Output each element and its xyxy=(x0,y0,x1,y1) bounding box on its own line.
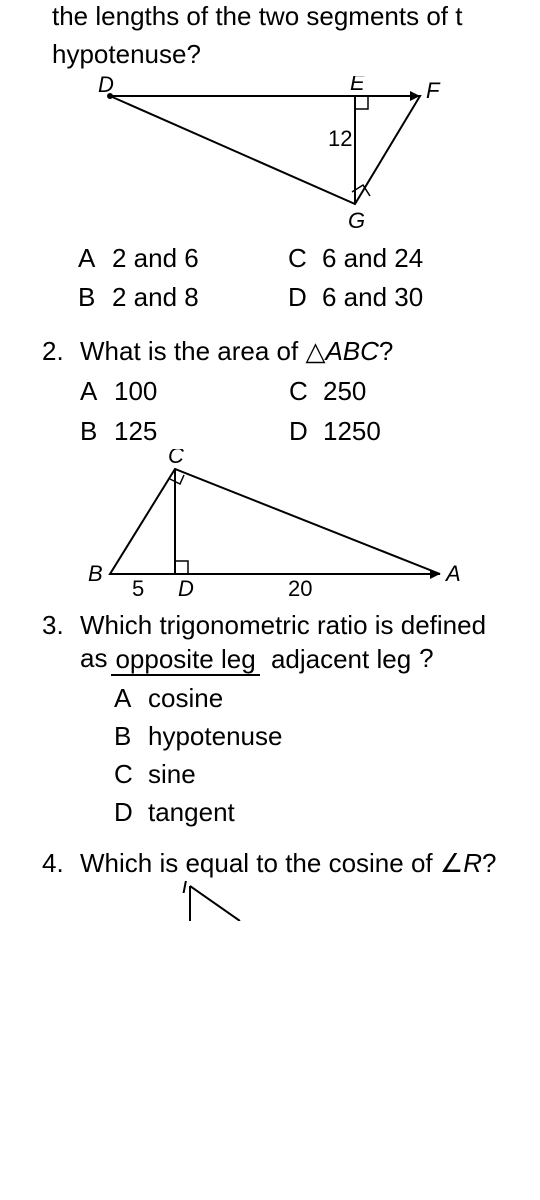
q2-number: 2. xyxy=(42,335,80,448)
label-F: F xyxy=(426,78,441,103)
q3-fraction: opposite leg adjacent leg xyxy=(111,646,415,673)
label-5: 5 xyxy=(132,576,144,599)
label-B2: B xyxy=(88,561,103,586)
q1-choices: A 2 and 6 C 6 and 24 B 2 and 8 D 6 and 3… xyxy=(42,242,498,316)
q1-choice-D[interactable]: D 6 and 30 xyxy=(288,281,498,315)
q3-line2: as opposite leg adjacent leg ? xyxy=(80,642,498,676)
q3: 3. Which trigonometric ratio is defined … xyxy=(42,609,498,830)
q4-number: 4. xyxy=(42,847,80,921)
q3-number: 3. xyxy=(42,609,80,830)
q3-choices: A cosine B hypotenuse C sine D tangent xyxy=(80,682,498,829)
q2-figure: B A C D 5 20 xyxy=(42,449,498,599)
label-12: 12 xyxy=(328,126,352,151)
q2-choice-C[interactable]: C 250 xyxy=(289,375,498,409)
q2-choice-B[interactable]: B 125 xyxy=(80,415,289,449)
q3-line1: Which trigonometric ratio is defined xyxy=(80,609,498,643)
q3-choice-D[interactable]: D tangent xyxy=(114,796,498,830)
label-D2: D xyxy=(178,576,194,599)
label-E: E xyxy=(350,76,365,95)
label-G: G xyxy=(348,208,365,233)
q4-figure: T xyxy=(80,881,498,921)
q2-choice-A[interactable]: A 100 xyxy=(80,375,289,409)
q1-partial: the lengths of the two segments of t hyp… xyxy=(42,0,498,72)
q1-line2: hypotenuse? xyxy=(42,38,498,72)
q1-line1: the lengths of the two segments of t xyxy=(42,0,498,34)
q1-figure: D E F G 12 xyxy=(42,76,498,236)
q4-text: Which is equal to the cosine of ∠R? xyxy=(80,847,498,881)
q3-choice-C[interactable]: C sine xyxy=(114,758,498,792)
q3-choice-A[interactable]: A cosine xyxy=(114,682,498,716)
q3-choice-B[interactable]: B hypotenuse xyxy=(114,720,498,754)
label-D: D xyxy=(98,76,114,97)
q2-text: What is the area of △ABC? xyxy=(80,335,498,369)
label-20: 20 xyxy=(288,576,312,599)
q1-choice-B[interactable]: B 2 and 8 xyxy=(78,281,288,315)
q2-choices: A 100 C 250 B 125 D 1250 xyxy=(80,375,498,449)
label-A2: A xyxy=(444,561,461,586)
q2: 2. What is the area of △ABC? A 100 C 250 xyxy=(42,335,498,448)
q2-choice-D[interactable]: D 1250 xyxy=(289,415,498,449)
q1-choice-A[interactable]: A 2 and 6 xyxy=(78,242,288,276)
label-T: T xyxy=(178,881,193,898)
label-C2: C xyxy=(168,449,184,468)
q1-choice-C[interactable]: C 6 and 24 xyxy=(288,242,498,276)
q4: 4. Which is equal to the cosine of ∠R? T xyxy=(42,847,498,921)
